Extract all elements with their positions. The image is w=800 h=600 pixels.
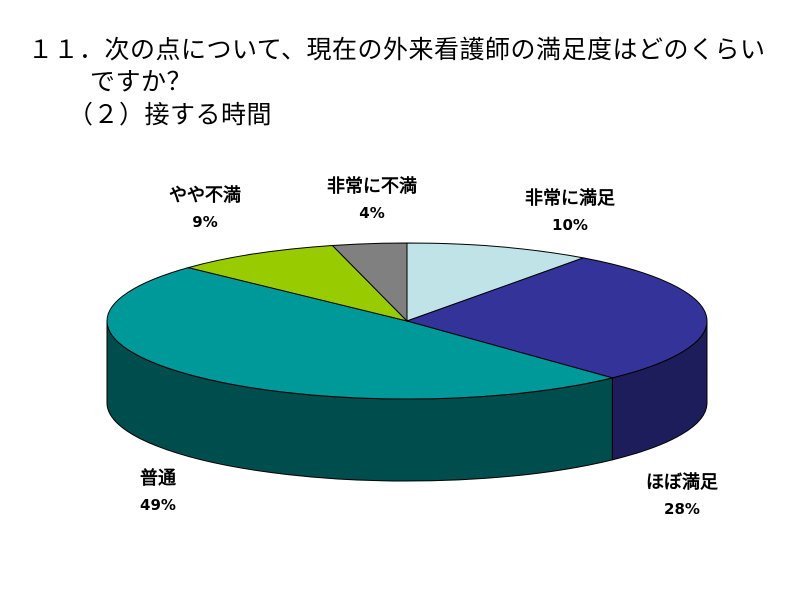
pie-slice-1: [405, 257, 708, 379]
slice-label-percent-3: 9%: [192, 213, 218, 231]
slice-label-percent-0: 10%: [552, 216, 588, 234]
chart-subtitle: （２）接する時間: [68, 100, 273, 129]
chart-title-line-2: ですか？: [90, 67, 193, 96]
slice-label-percent-2: 49%: [140, 496, 176, 514]
pie-slice-0: [406, 242, 586, 322]
slice-label-name-0: 非常に満足: [525, 188, 615, 209]
slice-label-4: 非常に不満 4%: [302, 174, 442, 226]
slice-label-1: ほぼ満足 28%: [612, 470, 752, 522]
slice-label-name-1: ほぼ満足: [646, 472, 718, 493]
slice-label-percent-1: 28%: [664, 500, 700, 518]
slice-label-name-3: やや不満: [169, 185, 241, 206]
pie-slice-2: [106, 267, 615, 400]
slice-label-name-2: 普通: [140, 468, 176, 489]
chart-title-line-1: １１．次の点について、現在の外来看護師の満足度はどのくらい: [28, 35, 766, 64]
slice-label-percent-4: 4%: [359, 204, 385, 222]
slice-label-2: 普通 49%: [108, 466, 208, 518]
slice-label-3: やや不満 9%: [150, 183, 260, 235]
slice-label-name-4: 非常に不満: [327, 176, 417, 197]
pie-slice-4: [331, 242, 408, 323]
pie-slice-3: [186, 244, 409, 322]
slice-label-0: 非常に満足 10%: [500, 186, 640, 238]
